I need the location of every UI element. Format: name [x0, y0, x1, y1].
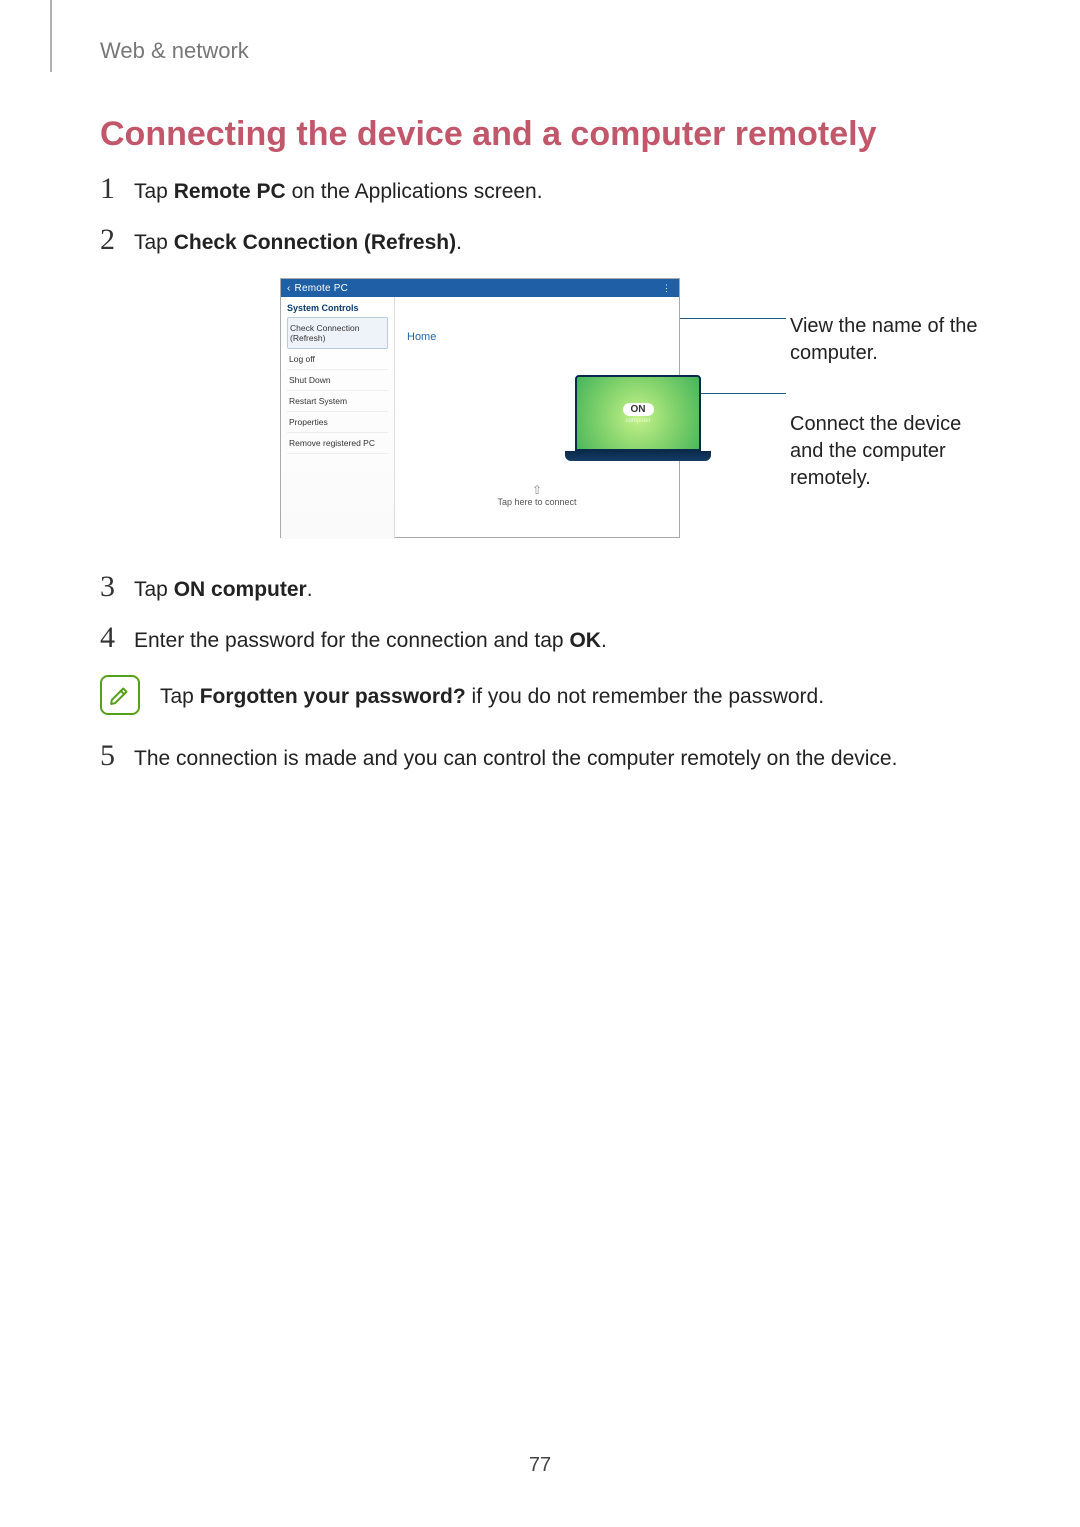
note-bold: Forgotten your password? [200, 685, 466, 708]
device-body: System Controls Check Connection (Refres… [281, 297, 679, 539]
step-1: 1 Tap Remote PC on the Applications scre… [100, 172, 980, 209]
sidebar-item-restart[interactable]: Restart System [287, 391, 388, 412]
titlebar[interactable]: ‹ Remote PC ⋮ [281, 279, 679, 297]
callouts: View the name of the computer. Connect t… [790, 313, 980, 492]
step-number: 3 [100, 570, 134, 604]
figure: View the name of the computer. Connect t… [100, 278, 980, 558]
step-2: 2 Tap Check Connection (Refresh). [100, 223, 980, 260]
step-4: 4 Enter the password for the connection … [100, 621, 980, 658]
note-pre: Tap [160, 685, 200, 708]
titlebar-title: Remote PC [295, 283, 349, 294]
step-5: 5 The connection is made and you can con… [100, 739, 980, 776]
sidebar-item-properties[interactable]: Properties [287, 412, 388, 433]
note-icon [100, 675, 140, 715]
tap-hint[interactable]: ⇧ Tap here to connect [395, 483, 679, 508]
step-body: Tap ON computer. [134, 574, 313, 607]
laptop-graphic[interactable]: ON computer [565, 375, 711, 461]
sidebar-heading: System Controls [287, 303, 388, 313]
step-text-pre: Tap [134, 231, 174, 254]
breadcrumb: Web & network [100, 38, 249, 64]
step-text-pre: Tap [134, 180, 174, 203]
laptop-base [565, 451, 711, 461]
main-panel: Home ON computer ⇧ Tap here to connect [395, 297, 679, 539]
tap-hint-text: Tap here to connect [497, 497, 576, 507]
up-arrow-icon: ⇧ [395, 483, 679, 497]
step-number: 4 [100, 621, 134, 655]
sidebar-item-log-off[interactable]: Log off [287, 349, 388, 370]
page-number: 77 [0, 1454, 1080, 1477]
callout-computer-name: View the name of the computer. [790, 313, 980, 367]
sidebar-item-remove-pc[interactable]: Remove registered PC [287, 433, 388, 454]
step-text-post: . [456, 231, 462, 254]
side-rule [50, 0, 52, 72]
steps-top: 1 Tap Remote PC on the Applications scre… [100, 172, 980, 273]
more-icon[interactable]: ⋮ [662, 283, 673, 294]
step-body: Tap Remote PC on the Applications screen… [134, 176, 543, 209]
step-3: 3 Tap ON computer. [100, 570, 980, 607]
step-text-post: . [601, 629, 607, 652]
note-post: if you do not remember the password. [466, 685, 824, 708]
laptop-sub: computer [625, 418, 650, 424]
back-icon[interactable]: ‹ [287, 283, 291, 294]
step-text-post: . [307, 578, 313, 601]
step-text-pre: Tap [134, 578, 174, 601]
laptop-screen: ON computer [575, 375, 701, 451]
step-text-bold: ON computer [174, 578, 307, 601]
steps-bottom: 3 Tap ON computer. 4 Enter the password … [100, 570, 980, 790]
step-text-bold: OK [569, 629, 601, 652]
on-badge[interactable]: ON [623, 403, 654, 416]
step-body: The connection is made and you can contr… [134, 743, 897, 776]
step-text-bold: Check Connection (Refresh) [174, 231, 456, 254]
callout-connect: Connect the device and the computer remo… [790, 411, 980, 492]
note: Tap Forgotten your password? if you do n… [100, 675, 980, 715]
step-text-bold: Remote PC [174, 180, 286, 203]
pencil-icon [107, 682, 133, 708]
step-text-pre: Enter the password for the connection an… [134, 629, 569, 652]
step-number: 1 [100, 172, 134, 206]
sidebar-item-check-connection[interactable]: Check Connection (Refresh) [287, 317, 388, 349]
note-body: Tap Forgotten your password? if you do n… [160, 675, 824, 714]
step-number: 5 [100, 739, 134, 773]
remote-pc-window: ‹ Remote PC ⋮ System Controls Check Conn… [280, 278, 680, 538]
step-body: Enter the password for the connection an… [134, 625, 607, 658]
step-number: 2 [100, 223, 134, 257]
sidebar: System Controls Check Connection (Refres… [281, 297, 395, 539]
home-label: Home [407, 331, 436, 343]
step-text-post: on the Applications screen. [286, 180, 543, 203]
section-title: Connecting the device and a computer rem… [100, 115, 877, 154]
page: Web & network Connecting the device and … [0, 0, 1080, 1527]
sidebar-item-shut-down[interactable]: Shut Down [287, 370, 388, 391]
step-body: Tap Check Connection (Refresh). [134, 227, 462, 260]
